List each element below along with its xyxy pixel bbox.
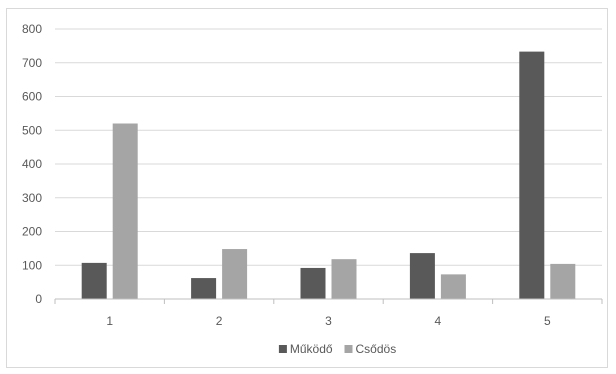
bar-series0-cat5 bbox=[519, 51, 545, 299]
y-tick-label: 600 bbox=[22, 90, 42, 104]
bar-series0-cat4 bbox=[409, 253, 435, 299]
y-tick-label: 300 bbox=[22, 191, 42, 205]
chart-frame bbox=[6, 8, 608, 368]
axes: 0 100 200 300 400 500 600 700 800 1 2 3 4 5 bbox=[22, 22, 603, 328]
bar-series1-cat1 bbox=[112, 123, 138, 299]
y-tick-label: 400 bbox=[22, 157, 42, 171]
x-tick-label: 4 bbox=[435, 314, 442, 328]
bar-series0-cat1 bbox=[81, 262, 107, 299]
y-tick-label: 200 bbox=[22, 225, 42, 239]
bar-series1-cat2 bbox=[222, 249, 248, 299]
legend: Működő Csődös bbox=[278, 342, 397, 356]
bar-series1-cat4 bbox=[440, 274, 466, 299]
bar-series0-cat2 bbox=[191, 278, 217, 299]
x-tick-label: 2 bbox=[216, 314, 223, 328]
bar-series0-cat3 bbox=[300, 267, 326, 299]
y-tick-label: 500 bbox=[22, 123, 42, 137]
legend-swatch-1 bbox=[344, 345, 353, 353]
bar-series1-cat3 bbox=[331, 259, 357, 299]
bar-series1-cat5 bbox=[550, 263, 576, 299]
legend-label-0: Működő bbox=[290, 342, 333, 356]
x-tick-label: 1 bbox=[106, 314, 113, 328]
x-tick-label: 5 bbox=[544, 314, 551, 328]
legend-swatch-0 bbox=[278, 345, 287, 353]
x-tick-label: 3 bbox=[325, 314, 332, 328]
y-tick-label: 700 bbox=[22, 56, 42, 70]
legend-label-1: Csődös bbox=[356, 342, 397, 356]
y-tick-label: 0 bbox=[35, 292, 42, 306]
gridlines bbox=[55, 28, 602, 266]
bars bbox=[81, 51, 576, 299]
y-tick-label: 800 bbox=[22, 22, 42, 36]
y-tick-label: 100 bbox=[22, 258, 42, 272]
